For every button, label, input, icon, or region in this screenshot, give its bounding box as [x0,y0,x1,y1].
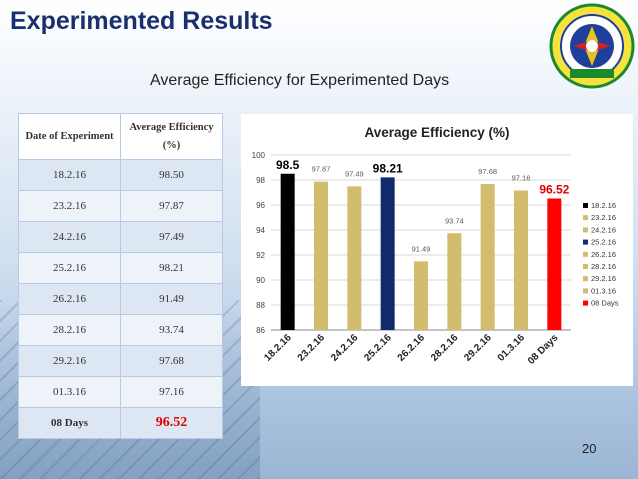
table-cell-date: 24.2.16 [18,221,121,253]
page-title: Experimented Results [10,7,273,35]
legend-swatch [583,239,588,245]
data-label: 93.74 [445,216,464,225]
data-label: 97.16 [512,174,531,183]
y-tick-label: 98 [256,176,265,185]
x-tick-label: 08 Days [526,332,561,367]
legend-label: 23.2.16 [591,213,616,222]
table-summary-row: 08 Days 96.52 [18,407,223,439]
bar-26.2.16 [414,261,428,330]
legend-swatch [583,300,588,306]
legend-label: 08 Days [591,299,619,308]
table-row: 26.2.16 91.49 [18,283,223,315]
bar-29.2.16 [480,184,495,330]
table-cell-date: 18.2.16 [18,159,121,191]
bar-28.2.16 [447,233,462,330]
table-row: 25.2.16 98.21 [18,252,223,284]
y-tick-label: 92 [256,251,265,260]
legend-swatch [583,227,588,233]
data-label: 97.68 [478,167,497,176]
table-row: 23.2.16 97.87 [18,190,223,222]
table-header-row: Date of Experiment Average Efficiency (%… [18,113,223,160]
table-cell-value: 98.21 [120,252,223,284]
bar-18.2.16 [280,173,295,330]
logo-ribbon [570,69,614,78]
x-tick-label: 28.2.16 [429,332,461,364]
table-cell-date: 28.2.16 [18,314,121,346]
table-summary-value: 96.52 [120,407,223,439]
x-tick-label: 01.3.16 [496,332,528,364]
legend-swatch [583,203,588,208]
legend-label: 18.2.16 [591,201,616,210]
legend-swatch [583,251,588,257]
legend-swatch [583,215,588,221]
table-row: 24.2.16 97.49 [18,221,223,253]
table-cell-value: 93.74 [120,314,223,346]
y-tick-label: 86 [256,326,265,335]
table-row: 29.2.16 97.68 [18,345,223,377]
table-cell-value: 97.16 [120,376,223,408]
institution-logo [549,3,635,89]
x-tick-label: 26.2.16 [396,332,428,364]
chart-subtitle: Average Efficiency for Experimented Days [150,72,450,89]
bar-25.2.16 [380,177,395,330]
x-tick-label: 23.2.16 [296,332,328,364]
legend-swatch [583,276,588,282]
table-row: 28.2.16 93.74 [18,314,223,346]
page-number: 20 [582,441,597,456]
legend-swatch [583,264,588,269]
header-efficiency: Average Efficiency (%) [120,113,223,160]
table-cell-date: 25.2.16 [18,252,121,284]
results-table: Date of Experiment Average Efficiency (%… [18,113,223,439]
bar-01.3.16 [514,190,528,330]
table-cell-date: 29.2.16 [18,345,121,377]
chart-title: Average Efficiency (%) [364,125,509,140]
table-cell-date: 23.2.16 [18,190,121,222]
table-cell-value: 97.68 [120,345,223,377]
table-cell-value: 91.49 [120,283,223,315]
legend-label: 26.2.16 [591,250,616,259]
data-label: 97.87 [312,165,331,174]
x-tick-label: 18.2.16 [262,332,294,364]
x-tick-label: 25.2.16 [362,332,394,364]
efficiency-bar-chart: Average Efficiency (%) 86 88 90 92 94 96 98 100… [252,125,619,367]
data-label: 96.52 [539,183,569,197]
x-tick-label: 29.2.16 [462,332,494,364]
table-cell-date: 26.2.16 [18,283,121,315]
table-cell-value: 98.50 [120,159,223,191]
legend-label: 24.2.16 [591,225,616,234]
y-tick-label: 90 [256,276,265,285]
header-date: Date of Experiment [18,113,121,160]
table-cell-value: 97.49 [120,221,223,253]
table-cell-value: 97.87 [120,190,223,222]
table-cell-date: 01.3.16 [18,376,121,408]
data-label: 97.49 [345,169,364,178]
table-row: 18.2.16 98.50 [18,159,223,191]
y-tick-label: 88 [256,301,265,310]
y-tick-label: 100 [252,151,266,160]
y-tick-label: 94 [256,226,265,235]
table-row: 01.3.16 97.16 [18,376,223,408]
table-summary-label: 08 Days [18,407,121,439]
data-label: 98.5 [276,158,300,172]
legend-label: 01.3.16 [591,286,616,295]
legend-label: 25.2.16 [591,238,616,247]
x-tick-label: 24.2.16 [329,332,361,364]
data-label: 91.49 [412,244,431,253]
logo-dot [586,40,598,52]
y-tick-label: 96 [256,201,265,210]
bar-24.2.16 [347,186,362,330]
chart-container: Average Efficiency (%) 86 88 90 92 94 96 98 100… [241,114,633,386]
data-label: 98.21 [373,161,403,175]
legend-swatch [583,288,588,294]
bar-23.2.16 [314,181,328,330]
legend-label: 29.2.16 [591,274,616,283]
bar-08 Days [547,198,562,330]
legend-label: 28.2.16 [591,262,616,271]
